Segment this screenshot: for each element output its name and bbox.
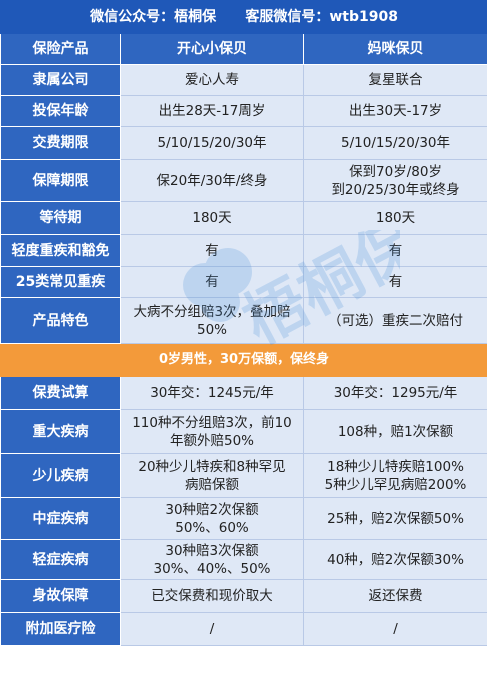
cell-product-1: 30年交：1245元/年 [120,376,304,410]
cell-product-2: 返还保费 [302,579,487,613]
header-row: 保险产品 开心小保贝 妈咪保贝 [0,33,487,65]
cell-product-1: 110种不分组赔3次，前10 年额外赔50% [120,409,304,454]
top-banner-row: 微信公众号：梧桐保 客服微信号：wtb1908 [0,0,487,34]
cell-product-1: 5/10/15/20/30年 [120,126,304,160]
cell-product-1: / [120,612,304,646]
cell-product-1: 30种赔3次保额 30%、40%、50% [120,539,304,580]
cell-product-1: 爱心人寿 [120,64,304,96]
row-label: 隶属公司 [0,64,121,96]
table-row: 少儿疾病 20种少儿特疾和8种罕见 病赔保额 18种少儿特疾赔100% 5种少儿… [0,453,487,498]
row-label: 轻症疾病 [0,539,121,580]
table-row: 保费试算 30年交：1245元/年 30年交：1295元/年 [0,376,487,410]
mid-banner: 0岁男性，30万保额，保终身 [0,343,487,377]
cell-product-1: 出生28天-17周岁 [120,95,304,127]
cell-product-2: 5/10/15/20/30年 [302,126,487,160]
header-product-1: 开心小保贝 [120,33,304,65]
row-label: 等待期 [0,201,121,235]
table-row: 身故保障 已交保费和现价取大 返还保费 [0,579,487,613]
cell-product-2: 复星联合 [302,64,487,96]
header-product-2: 妈咪保贝 [302,33,487,65]
cell-product-2: 有 [302,266,487,298]
cell-product-1: 有 [120,266,304,298]
table-row: 产品特色 大病不分组赔3次，叠加赔 50% （可选）重疾二次赔付 [0,297,487,344]
cell-product-2: 18种少儿特疾赔100% 5种少儿罕见病赔200% [302,453,487,498]
comparison-table: 微信公众号：梧桐保 客服微信号：wtb1908 保险产品 开心小保贝 妈咪保贝 … [0,0,487,646]
top-banner: 微信公众号：梧桐保 客服微信号：wtb1908 [0,0,487,34]
cell-product-2: 180天 [302,201,487,235]
cell-product-1: 20种少儿特疾和8种罕见 病赔保额 [120,453,304,498]
cell-product-1: 大病不分组赔3次，叠加赔 50% [120,297,304,344]
row-label: 身故保障 [0,579,121,613]
table-row: 25类常见重疾 有 有 [0,266,487,298]
row-label: 轻度重疾和豁免 [0,234,121,267]
table-row: 轻症疾病 30种赔3次保额 30%、40%、50% 40种，赔2次保额30% [0,539,487,580]
cell-product-2: 有 [302,234,487,267]
row-label: 交费期限 [0,126,121,160]
table-row: 隶属公司 爱心人寿 复星联合 [0,64,487,96]
cell-product-1: 已交保费和现价取大 [120,579,304,613]
table-row: 附加医疗险 / / [0,612,487,646]
cell-product-1: 保20年/30年/终身 [120,159,304,202]
cell-product-1: 180天 [120,201,304,235]
row-label: 中症疾病 [0,497,121,540]
table-row: 等待期 180天 180天 [0,201,487,235]
cell-product-2: （可选）重疾二次赔付 [302,297,487,344]
row-label: 附加医疗险 [0,612,121,646]
table-row: 中症疾病 30种赔2次保额 50%、60% 25种，赔2次保额50% [0,497,487,540]
table-row: 轻度重疾和豁免 有 有 [0,234,487,267]
row-label: 投保年龄 [0,95,121,127]
cell-product-1: 有 [120,234,304,267]
cell-product-2: 25种，赔2次保额50% [302,497,487,540]
cell-product-1: 30种赔2次保额 50%、60% [120,497,304,540]
header-label: 保险产品 [0,33,121,65]
row-label: 重大疾病 [0,409,121,454]
cell-product-2: 保到70岁/80岁 到20/25/30年或终身 [302,159,487,202]
row-label: 保障期限 [0,159,121,202]
table-row: 交费期限 5/10/15/20/30年 5/10/15/20/30年 [0,126,487,160]
table-row: 重大疾病 110种不分组赔3次，前10 年额外赔50% 108种，赔1次保额 [0,409,487,454]
table-row: 保障期限 保20年/30年/终身 保到70岁/80岁 到20/25/30年或终身 [0,159,487,202]
row-label: 少儿疾病 [0,453,121,498]
row-label: 保费试算 [0,376,121,410]
cell-product-2: / [302,612,487,646]
cell-product-2: 40种，赔2次保额30% [302,539,487,580]
row-label: 产品特色 [0,297,121,344]
cell-product-2: 108种，赔1次保额 [302,409,487,454]
row-label: 25类常见重疾 [0,266,121,298]
cell-product-2: 出生30天-17岁 [302,95,487,127]
cell-product-2: 30年交：1295元/年 [302,376,487,410]
mid-banner-row: 0岁男性，30万保额，保终身 [0,343,487,377]
table-row: 投保年龄 出生28天-17周岁 出生30天-17岁 [0,95,487,127]
